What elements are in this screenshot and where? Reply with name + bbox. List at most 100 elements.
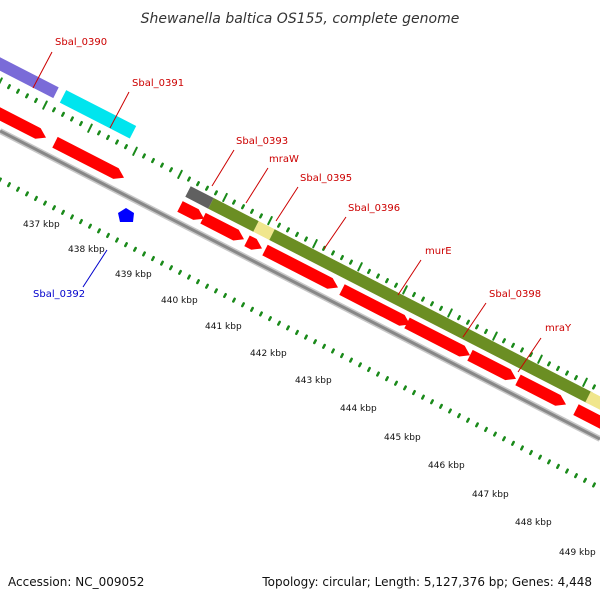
outer-tick (475, 324, 479, 330)
scale-tick (304, 334, 308, 340)
outer-tick (574, 375, 578, 381)
label-leader (323, 216, 347, 250)
outer-tick (349, 259, 353, 265)
outer-tick (16, 88, 20, 94)
outer-tick (61, 111, 65, 117)
outer-tick (70, 116, 74, 122)
outer-tick (592, 384, 596, 390)
outer-tick (160, 162, 164, 168)
outer-tick (357, 262, 363, 272)
scale-tick (493, 431, 497, 437)
scale-tick (250, 306, 254, 312)
scale-tick (439, 403, 443, 409)
outer-tick (439, 305, 443, 311)
scale-label: 445 kbp (384, 433, 421, 443)
feature-bar-olive-1 (208, 198, 259, 232)
label-leader (82, 249, 108, 288)
outer-tick (484, 328, 488, 335)
outer-tick (214, 190, 218, 196)
cds-arrow (200, 212, 244, 241)
outer-tick (492, 331, 498, 341)
scale-tick (70, 214, 74, 220)
outer-tick (547, 361, 551, 367)
scale-tick (160, 260, 164, 266)
outer-tick (502, 338, 506, 344)
outer-tick (340, 254, 344, 261)
summary-text: Topology: circular; Length: 5,127,376 bp… (261, 575, 592, 589)
outer-tick (151, 157, 155, 164)
scale-tick (547, 459, 551, 465)
scale-tick (241, 302, 245, 308)
scale-tick (79, 218, 83, 225)
scale-label: 442 kbp (250, 349, 287, 359)
scale-tick (52, 205, 56, 211)
gene-label: Sbal_0398 (489, 289, 541, 300)
outer-tick (277, 222, 281, 228)
scale-tick (223, 292, 227, 299)
scale-tick (448, 408, 452, 414)
outer-tick (556, 365, 560, 372)
scale-tick (277, 320, 281, 326)
cds-arrow (244, 235, 262, 250)
cds-arrow (467, 349, 516, 381)
scale-tick (502, 436, 506, 442)
scale-tick (466, 417, 470, 423)
scale-label: 447 kbp (472, 490, 509, 500)
scale-tick (295, 329, 299, 336)
scale-tick (556, 463, 560, 470)
cds-arrow (404, 317, 470, 357)
scale-tick (394, 380, 398, 386)
outer-tick (7, 84, 11, 90)
outer-tick (457, 315, 461, 321)
scale-tick (421, 394, 425, 400)
reverse-gene-marker (118, 208, 134, 222)
scale-tick (286, 325, 290, 331)
label-leader (211, 149, 235, 187)
scale-label: 441 kbp (205, 322, 242, 332)
scale-tick (358, 362, 362, 368)
scale-tick (412, 389, 416, 396)
outer-tick (79, 120, 83, 127)
scale-tick (268, 316, 272, 322)
scale-tick (529, 449, 533, 456)
gene-label: Sbal_0392 (33, 289, 85, 300)
scale-tick (340, 352, 344, 359)
scale-tick (16, 186, 20, 192)
cds-arrow (262, 244, 338, 289)
gene-label: mraW (269, 154, 299, 165)
gene-label: Sbal_0390 (55, 37, 107, 48)
outer-tick (205, 185, 209, 191)
gene-label: Sbal_0396 (348, 203, 400, 214)
scale-tick (331, 348, 335, 354)
scale-tick (169, 265, 173, 271)
gene-label: Sbal_0393 (236, 136, 288, 147)
outer-tick (385, 278, 389, 284)
scale-tick (385, 376, 389, 382)
scale-tick (259, 311, 263, 317)
outer-tick (529, 351, 533, 358)
scale-tick (592, 482, 596, 488)
outer-tick (42, 100, 48, 110)
scale-tick (232, 297, 236, 303)
cds-arrow (0, 107, 46, 139)
label-leader (32, 51, 53, 89)
scale-tick (403, 385, 407, 391)
scale-tick (484, 426, 488, 433)
outer-tick (565, 370, 569, 376)
feature-bar-tan-1 (253, 221, 275, 240)
outer-tick (430, 301, 434, 307)
label-leader (462, 302, 487, 338)
feature-bar-olive-2 (269, 229, 593, 404)
gene-label: murE (425, 246, 452, 257)
scale-label: 449 kbp (559, 548, 596, 558)
scale-tick (88, 223, 92, 229)
scale-tick (322, 343, 326, 349)
scale-tick (151, 255, 155, 262)
scale-tick (349, 357, 353, 363)
outer-tick (115, 139, 119, 145)
cds-arrow (177, 201, 204, 220)
feature-bar-gray (185, 186, 214, 209)
outer-tick (520, 347, 524, 353)
scale-tick (367, 366, 371, 373)
